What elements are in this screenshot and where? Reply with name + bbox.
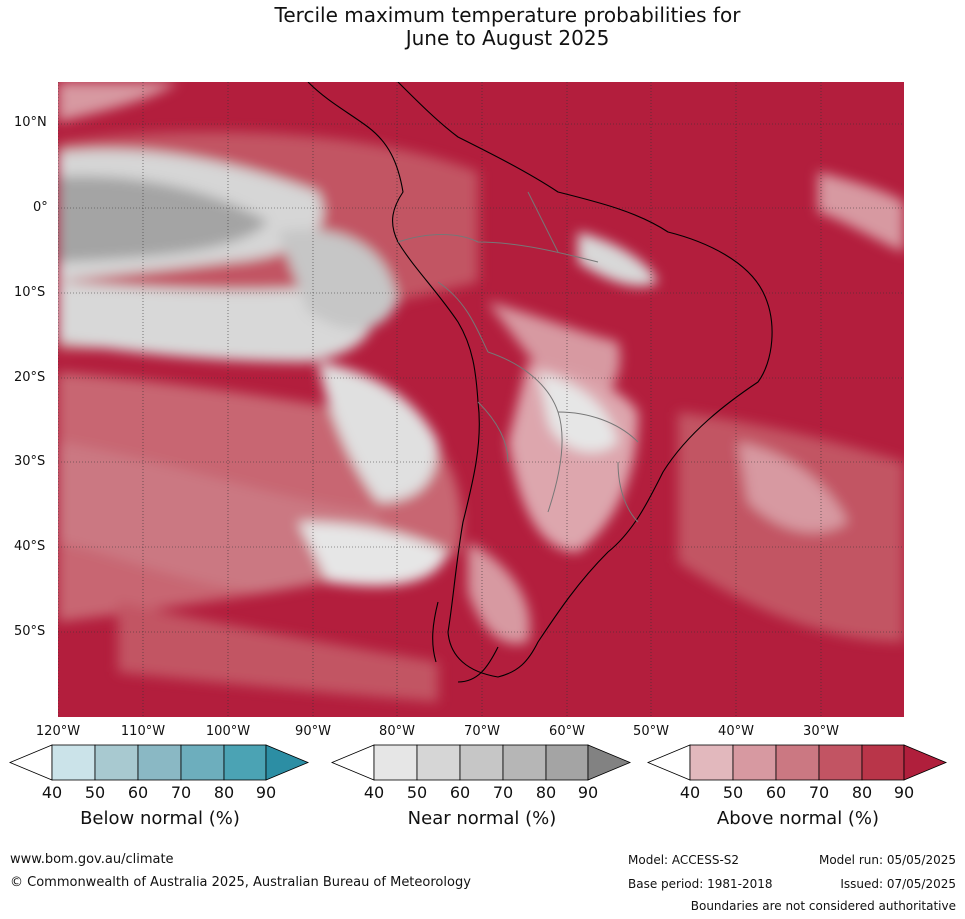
cbar-below-seg1: [51, 744, 96, 781]
colorbar-below-label: Below normal (%): [80, 808, 240, 829]
lon-label: 30°W: [803, 724, 839, 739]
tick: 60: [765, 783, 787, 802]
colorbar-above-label: Above normal (%): [716, 808, 880, 829]
tick: 50: [84, 783, 106, 802]
cbar-near-highcap: [587, 744, 632, 781]
tick: 60: [127, 783, 149, 802]
tick: 90: [577, 783, 599, 802]
lat-label: 40°S: [14, 539, 46, 554]
lon-label: 90°W: [295, 724, 331, 739]
footer-copyright: © Commonwealth of Australia 2025, Austra…: [10, 875, 471, 890]
tick: 40: [41, 783, 63, 802]
cbar-above-highcap: [903, 744, 948, 781]
tick: 80: [213, 783, 235, 802]
lon-label: 50°W: [633, 724, 669, 739]
lat-label: 10°N: [14, 115, 47, 130]
colorbar-near-label: Near normal (%): [407, 808, 557, 829]
cbar-near-seg4: [502, 744, 547, 781]
footer-model: Model: ACCESS-S2: [628, 853, 740, 867]
footer-issued: Issued: 07/05/2025: [840, 877, 956, 891]
cbar-above-seg5: [861, 744, 905, 781]
lon-label: 120°W: [35, 724, 81, 739]
footer-url: www.bom.gov.au/climate: [10, 852, 174, 867]
lon-label: 60°W: [549, 724, 585, 739]
tick: 50: [406, 783, 428, 802]
tick: 50: [722, 783, 744, 802]
country-borders: [397, 191, 639, 523]
cbar-below-seg2: [94, 744, 139, 781]
graticule: [58, 82, 904, 717]
lon-label: 80°W: [379, 724, 415, 739]
cbar-above-seg1: [689, 744, 734, 781]
lon-label: 110°W: [120, 724, 166, 739]
tick: 40: [679, 783, 701, 802]
lat-label: 30°S: [14, 454, 46, 469]
tick: 70: [170, 783, 192, 802]
footer-base-period: Base period: 1981-2018: [628, 877, 773, 891]
tick: 90: [893, 783, 915, 802]
cbar-near-seg3: [459, 744, 504, 781]
cbar-near-seg2: [416, 744, 461, 781]
lat-label: 0°: [33, 200, 48, 215]
cbar-above-seg4: [818, 744, 863, 781]
coastlines: [307, 82, 773, 683]
tick: 90: [255, 783, 277, 802]
tick: 80: [851, 783, 873, 802]
colorbar-above: [646, 744, 948, 781]
cbar-below-seg3: [137, 744, 182, 781]
cbar-below-seg4: [180, 744, 225, 781]
probability-fields: [58, 82, 904, 702]
colorbar-below: [8, 744, 310, 781]
cbar-near-seg5: [545, 744, 589, 781]
title-line-2: June to August 2025: [405, 26, 610, 50]
probability-map: [58, 82, 904, 717]
cbar-near-lowcap: [330, 744, 375, 781]
colorbar-near: [330, 744, 632, 781]
tick: 60: [449, 783, 471, 802]
cbar-below-lowcap: [8, 744, 53, 781]
tick: 70: [492, 783, 514, 802]
cbar-below-highcap: [265, 744, 310, 781]
cbar-above-seg2: [732, 744, 777, 781]
tick: 40: [363, 783, 385, 802]
footer-model-run: Model run: 05/05/2025: [818, 853, 956, 867]
lon-label: 70°W: [464, 724, 500, 739]
cbar-above-seg3: [775, 744, 820, 781]
tick: 80: [535, 783, 557, 802]
cbar-below-seg5: [223, 744, 267, 781]
footer-disclaimer: Boundaries are not considered authoritat…: [690, 899, 956, 913]
cbar-near-seg1: [373, 744, 418, 781]
lon-label: 100°W: [205, 724, 251, 739]
lon-label: 40°W: [718, 724, 754, 739]
lat-label: 20°S: [14, 370, 46, 385]
tick: 70: [808, 783, 830, 802]
title-line-1: Tercile maximum temperature probabilitie…: [274, 3, 741, 27]
lat-label: 50°S: [14, 624, 46, 639]
cbar-above-lowcap: [646, 744, 691, 781]
map-title: Tercile maximum temperature probabilitie…: [0, 4, 965, 50]
lat-label: 10°S: [14, 285, 46, 300]
